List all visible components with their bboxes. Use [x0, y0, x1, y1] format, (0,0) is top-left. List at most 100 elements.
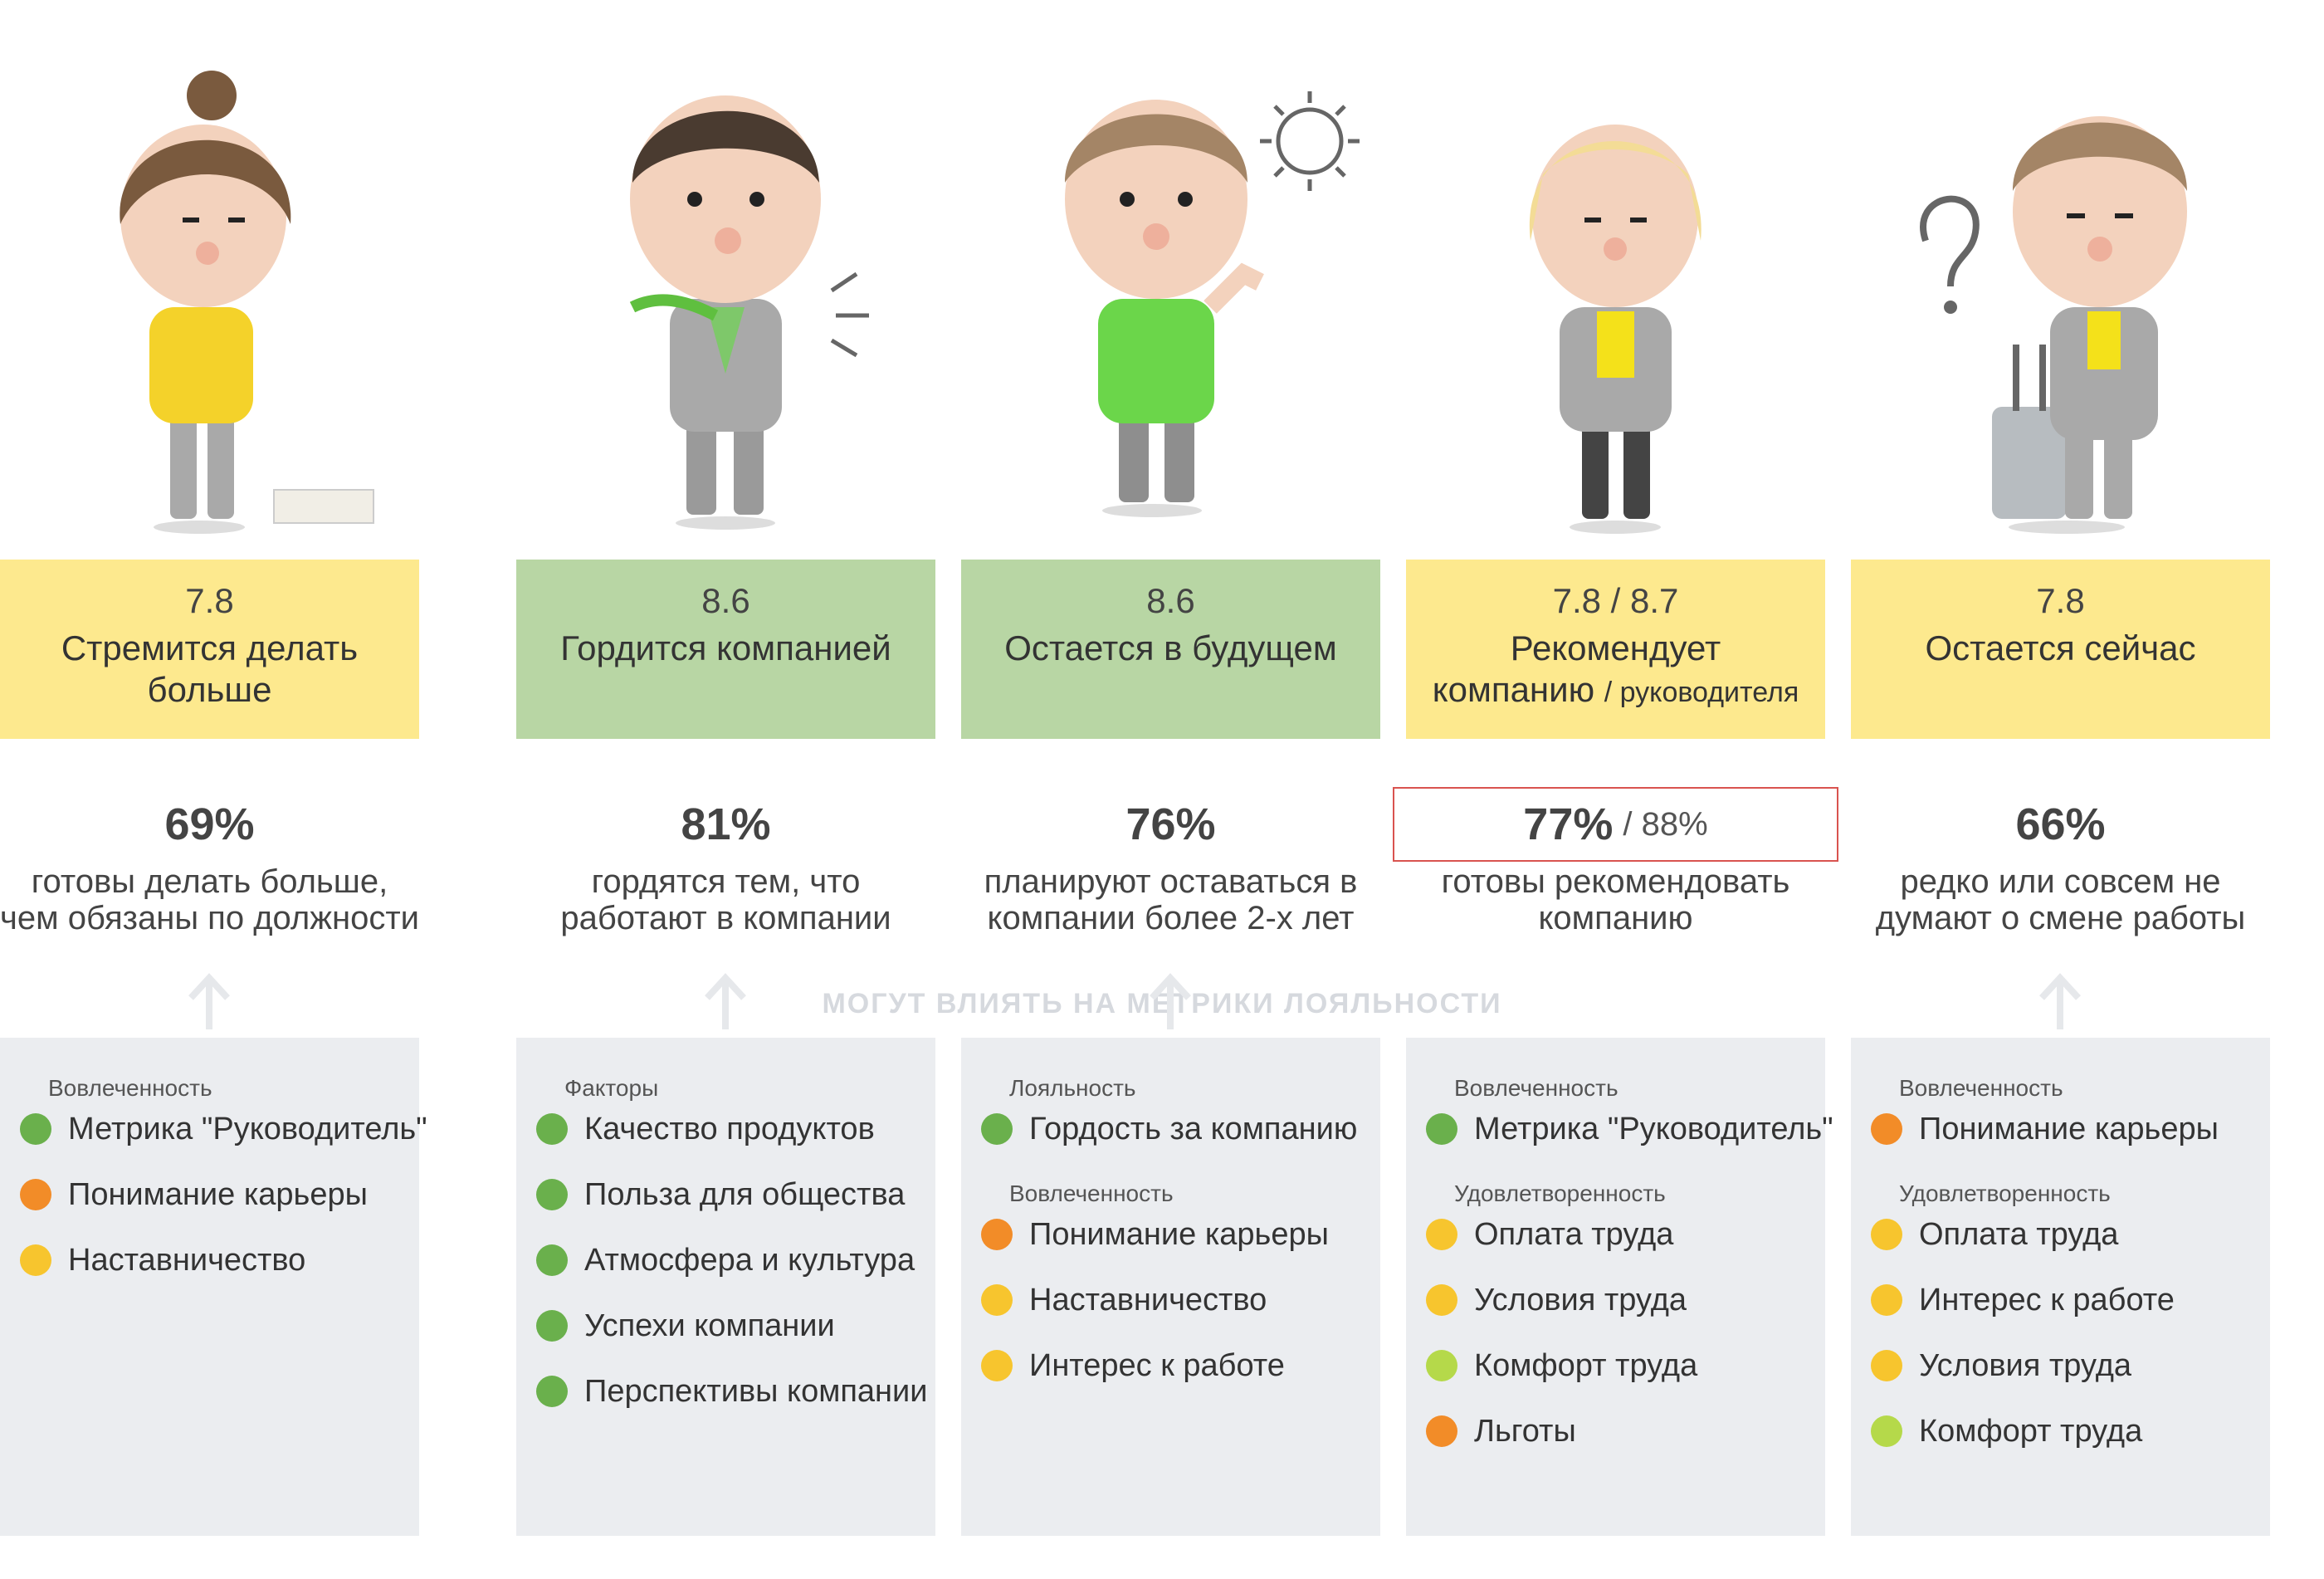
stat-value: 77% [1523, 799, 1614, 849]
metric-name: Гордится компанией [560, 628, 891, 667]
list-item: Метрика "Руководитель" [20, 1112, 427, 1146]
desc-line: компании более 2-х лет [987, 900, 1355, 936]
status-dot [1871, 1219, 1902, 1250]
metric-name: Остается в будущем [1004, 628, 1337, 667]
item-label: Качество продуктов [584, 1111, 875, 1146]
list-item: Гордость за компанию [981, 1112, 1380, 1146]
desc-line: компанию [1538, 900, 1693, 936]
desc-line: гордятся тем, что [591, 863, 861, 900]
character-proud-illustration [516, 58, 935, 540]
metric-score: 7.8 [2036, 581, 2085, 620]
item-label: Оплата труда [1919, 1216, 2119, 1252]
desc-line: готовы делать больше, [31, 863, 388, 900]
group-title: Удовлетворенность [1454, 1181, 1666, 1206]
list-item: Наставничество [20, 1243, 419, 1278]
item-label: Наставничество [1029, 1282, 1267, 1317]
list-item: Польза для общества [536, 1176, 935, 1212]
item-label: Комфорт труда [1474, 1347, 1698, 1383]
list-item: Интерес к работе [1871, 1283, 2270, 1317]
metric-name: Рекомендует компанию / руководителя [1433, 628, 1799, 713]
item-label: Условия труда [1474, 1282, 1687, 1317]
group-title: Вовлеченность [1899, 1075, 2063, 1101]
status-dot [1426, 1350, 1457, 1381]
group-title: Удовлетворенность [1899, 1181, 2111, 1206]
group-title: Вовлеченность [1454, 1075, 1618, 1101]
stat-value: 69% [164, 799, 255, 849]
status-dot [981, 1350, 1013, 1381]
list-item: Условия труда [1871, 1348, 2270, 1383]
column-recommends: 7.8 / 8.7 Рекомендует компанию / руковод… [1393, 0, 1838, 1579]
status-dot [20, 1113, 51, 1145]
column-stays-now: 7.8 Остается сейчас 66% редко или совсем… [1851, 0, 2270, 1579]
stat-value: 81% [681, 799, 771, 849]
item-label: Интерес к работе [1919, 1282, 2175, 1317]
column-stays-future: 8.6 Остается в будущем 76% планируют ост… [961, 0, 1380, 1579]
metric-score: 8.6 [701, 581, 750, 620]
factors-panel: Вовлеченность Метрика "Руководитель" Пон… [0, 1038, 427, 1536]
item-label: Оплата труда [1474, 1216, 1674, 1252]
character-stays-future-illustration [961, 58, 1380, 540]
factors-panel: Лояльность Гордость за компанию Вовлечен… [961, 1038, 1380, 1536]
list-item: Наставничество [981, 1283, 1380, 1317]
metric-box: 7.8 Остается сейчас [1851, 560, 2270, 739]
item-label: Понимание карьеры [68, 1176, 368, 1212]
metric-score: 7.8 [185, 581, 234, 620]
list-item: Интерес к работе [981, 1347, 1380, 1383]
status-dot [1426, 1415, 1457, 1447]
metric-name-word: компанию [1432, 670, 1595, 709]
list-item: Оплата труда [1426, 1216, 1825, 1252]
metric-box: 8.6 Гордится компанией [516, 560, 935, 739]
metric-name: Стремится делать больше [61, 628, 358, 711]
desc-line: редко или совсем не [1900, 863, 2221, 900]
item-label: Понимание карьеры [1029, 1216, 1329, 1252]
stat-value-secondary: / 88% [1623, 805, 1708, 843]
list-item: Понимание карьеры [981, 1216, 1380, 1252]
group-title: Вовлеченность [1009, 1181, 1174, 1206]
status-dot [1871, 1113, 1902, 1145]
group-title: Вовлеченность [48, 1075, 212, 1101]
status-dot [981, 1284, 1013, 1316]
metric-name-line: Стремится делать [61, 628, 359, 667]
item-label: Перспективы компании [584, 1373, 928, 1409]
stat-description: готовы рекомендовать компанию [1389, 863, 1842, 936]
column-proud: 8.6 Гордится компанией 81% гордятся тем,… [516, 0, 935, 1579]
stat-percent: 66% [1838, 787, 2283, 862]
metric-box: 7.8 Стремится делать больше [0, 560, 419, 739]
metric-name-line: Рекомендует [1510, 628, 1721, 667]
status-dot [536, 1179, 568, 1210]
arrow-up-icon [705, 973, 746, 1029]
stat-description: планируют оставаться в компании более 2-… [945, 863, 1397, 936]
list-item: Льготы [1426, 1414, 1825, 1449]
item-label: Комфорт труда [1919, 1413, 2143, 1449]
stat-description: редко или совсем не думают о смене работ… [1834, 863, 2287, 936]
stat-description: гордятся тем, что работают в компании [500, 863, 952, 936]
desc-line: планируют оставаться в [984, 863, 1358, 900]
stat-percent-highlight: 77% / 88% [1393, 787, 1838, 862]
factors-panel: Вовлеченность Метрика "Руководитель" Удо… [1406, 1038, 1833, 1536]
status-dot [20, 1179, 51, 1210]
metric-name-line: больше [147, 670, 272, 709]
column-does-more: 7.8 Стремится делать больше 69% готовы д… [0, 0, 427, 1579]
stat-percent: 76% [948, 787, 1394, 862]
stat-percent: 69% [0, 787, 432, 862]
item-label: Атмосфера и культура [584, 1242, 915, 1278]
character-stays-now-illustration [1851, 58, 2270, 540]
desc-line: чем обязаны по должности [0, 900, 419, 936]
status-dot [536, 1376, 568, 1407]
status-dot [981, 1219, 1013, 1250]
desc-line: работают в компании [560, 900, 891, 936]
item-label: Интерес к работе [1029, 1347, 1285, 1383]
item-label: Понимание карьеры [1919, 1111, 2219, 1146]
list-item: Качество продуктов [536, 1112, 935, 1146]
status-dot [536, 1244, 568, 1276]
item-label: Польза для общества [584, 1176, 906, 1212]
metric-name: Остается сейчас [1925, 628, 2196, 667]
group-title: Факторы [564, 1075, 659, 1101]
metric-score: 7.8 / 8.7 [1552, 581, 1679, 620]
arrow-up-icon [2039, 973, 2081, 1029]
arrow-up-icon [1150, 973, 1191, 1029]
stat-description: готовы делать больше, чем обязаны по дол… [0, 863, 436, 936]
stat-value: 76% [1125, 799, 1216, 849]
influence-note: МОГУТ ВЛИЯТЬ НА МЕТРИКИ ЛОЯЛЬНОСТИ [822, 988, 1502, 1019]
status-dot [1871, 1350, 1902, 1381]
